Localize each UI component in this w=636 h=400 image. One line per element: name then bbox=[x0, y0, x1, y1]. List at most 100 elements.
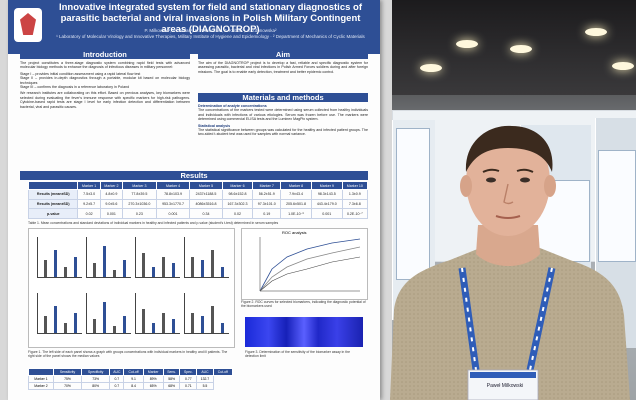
table-header-cell: Cut-off bbox=[212, 368, 234, 376]
ear bbox=[460, 175, 472, 197]
table-cell: 56.2±51.9 bbox=[252, 189, 282, 200]
table-header-cell: Cut-off bbox=[123, 368, 144, 376]
table-cell: 98.6±152.8 bbox=[221, 189, 254, 200]
table-cell: 9.1 bbox=[123, 375, 144, 383]
table-cell: 89% bbox=[142, 375, 164, 383]
table-header-cell: Marker 1 bbox=[77, 181, 101, 190]
marker-plots-panel bbox=[28, 228, 235, 348]
table-cell: 0.19 bbox=[252, 208, 282, 219]
mini-plot-bar bbox=[44, 316, 47, 333]
table-cell: 70% bbox=[52, 382, 83, 390]
table-cell: 4086±3516.8 bbox=[189, 198, 223, 210]
table-cell: 97.3±101.0 bbox=[252, 198, 282, 210]
table-cell: 0.001 bbox=[155, 208, 191, 219]
table-header-cell: Marker 10 bbox=[341, 181, 369, 190]
stats-subheading: Statistical analysis bbox=[198, 123, 231, 128]
table-row: p-value 0.02 0.001 0.23 0.001 0.34 0.02 0.19 1.0… bbox=[27, 208, 369, 219]
table-row: Marker 1 75% 73% 0.7 9.1 89% 58% 0.77 132.7 bbox=[28, 375, 233, 383]
table-cell: 132.7 bbox=[196, 375, 214, 383]
table-header-cell: Marker 9 bbox=[310, 181, 343, 190]
mini-plot-bar bbox=[221, 322, 224, 333]
table-cell: 9.0±5.6 bbox=[99, 198, 124, 210]
mini-plot-bar bbox=[172, 319, 175, 333]
table-header-cell: Marker 4 bbox=[155, 181, 191, 190]
figure2-caption: Figure 2. ROC curves for selected biomar… bbox=[241, 300, 366, 308]
table-cell: Marker 2 bbox=[28, 382, 54, 390]
table-cell: 0.001 bbox=[99, 208, 124, 219]
background-poster bbox=[396, 128, 430, 280]
table-cell: 953.3±1770.7 bbox=[155, 198, 191, 210]
stage-item: Stage I – provides initial condition ass… bbox=[20, 71, 141, 76]
mini-plot-bar bbox=[191, 312, 194, 333]
table-cell: 8.4 bbox=[123, 382, 144, 390]
author-list: P. Milkowski¹, D. Walas¹, K. Pawliczak¹,… bbox=[144, 28, 277, 33]
presenter-person bbox=[390, 125, 630, 400]
materials-heading: Materials and methods bbox=[198, 93, 368, 102]
table-header-cell: Sens. bbox=[162, 368, 181, 376]
affiliation-list: ¹ Laboratory of Molecular Virology and I… bbox=[56, 33, 365, 39]
table-cell: Results (mean±SD) bbox=[27, 189, 79, 200]
face bbox=[466, 128, 550, 236]
table-header-cell: Sensitivity bbox=[52, 368, 83, 376]
table-cell: 0.7 bbox=[109, 375, 125, 383]
mini-plot-bar bbox=[103, 302, 106, 333]
mini-plot-bar bbox=[64, 322, 67, 333]
roc-chart-title: ROC analysis bbox=[282, 230, 307, 235]
mini-plot bbox=[135, 237, 180, 278]
mouth bbox=[495, 215, 521, 219]
table-row: Marker 2 70% 80% 0.7 8.4 65% 68% 0.71 5.5 bbox=[28, 382, 233, 390]
stats-paragraph: The statistical significance between gro… bbox=[198, 128, 368, 137]
table-cell: 0.77 bbox=[179, 375, 198, 383]
mini-plot-bar bbox=[201, 316, 204, 333]
table-cell: 77.8±39.5 bbox=[122, 189, 157, 200]
roc-chart: ROC analysis bbox=[241, 228, 368, 300]
mini-plot-bar bbox=[93, 319, 96, 333]
intro-paragraph-2: We research institutes are collaborating… bbox=[20, 91, 190, 109]
table-caption: Table 1. Mean concentrations and standar… bbox=[28, 221, 279, 225]
sensitivity-table: Sensitivity Specificity AUC Cut-off Marker Se… bbox=[28, 368, 234, 390]
table-cell: 167.3±302.3 bbox=[221, 198, 254, 210]
table-cell: Results (mean±SD) bbox=[27, 198, 79, 210]
introduction-text: The project constitutes a three-stage di… bbox=[20, 61, 190, 166]
table-cell: 65% bbox=[142, 382, 164, 390]
ceiling-light bbox=[585, 28, 607, 36]
table-cell: 0.2E-10⁻⁷ bbox=[341, 208, 369, 219]
table-cell: 205.6±501.8 bbox=[280, 198, 312, 210]
knit-tshirt bbox=[390, 248, 630, 400]
mini-plot-bar bbox=[142, 309, 145, 333]
ceiling-light bbox=[612, 62, 634, 70]
table-cell: 270.3±1036.0 bbox=[122, 198, 157, 210]
table-header-cell: Specificity bbox=[81, 368, 111, 376]
roc-curves-svg bbox=[259, 237, 361, 292]
results-heading: Results bbox=[20, 171, 368, 180]
table-cell: 7.9±43.4 bbox=[280, 189, 312, 200]
mini-plot bbox=[37, 237, 82, 278]
table-cell: 98.3±143.5 bbox=[310, 189, 343, 200]
table-cell: 73% bbox=[81, 375, 111, 383]
table-cell: 9.2±5.7 bbox=[77, 198, 101, 210]
table-cell: 78.8±103.9 bbox=[155, 189, 191, 200]
table-cell: 2437±1188.5 bbox=[189, 189, 223, 200]
intro-paragraph: The project constitutes a three-stage di… bbox=[20, 61, 190, 70]
table-cell: 75% bbox=[52, 375, 83, 383]
neck bbox=[476, 225, 540, 266]
mini-plot-bar bbox=[103, 246, 106, 277]
eye bbox=[486, 177, 496, 183]
table-cell: 0.7 bbox=[109, 382, 125, 390]
mini-plot-bar bbox=[142, 253, 145, 277]
ceiling-light bbox=[510, 45, 532, 53]
table-cell: 0.71 bbox=[179, 382, 198, 390]
ceiling-light bbox=[420, 64, 442, 72]
mini-plot-bar bbox=[113, 270, 116, 277]
mini-plot-bar bbox=[74, 256, 77, 277]
table-cell: 68% bbox=[162, 382, 181, 390]
aim-text: The aim of the DIAGNOTROP project is to … bbox=[198, 61, 368, 74]
heatmap-image bbox=[245, 317, 363, 347]
mini-plot bbox=[86, 237, 131, 278]
mini-plot-bar bbox=[162, 312, 165, 333]
institute-logo bbox=[14, 8, 42, 42]
nose bbox=[503, 183, 514, 205]
mini-plot-bar bbox=[221, 266, 224, 277]
results-table-header: Marker 1 Marker 2 Marker 3 Marker 4 Marker 5… bbox=[27, 181, 369, 190]
